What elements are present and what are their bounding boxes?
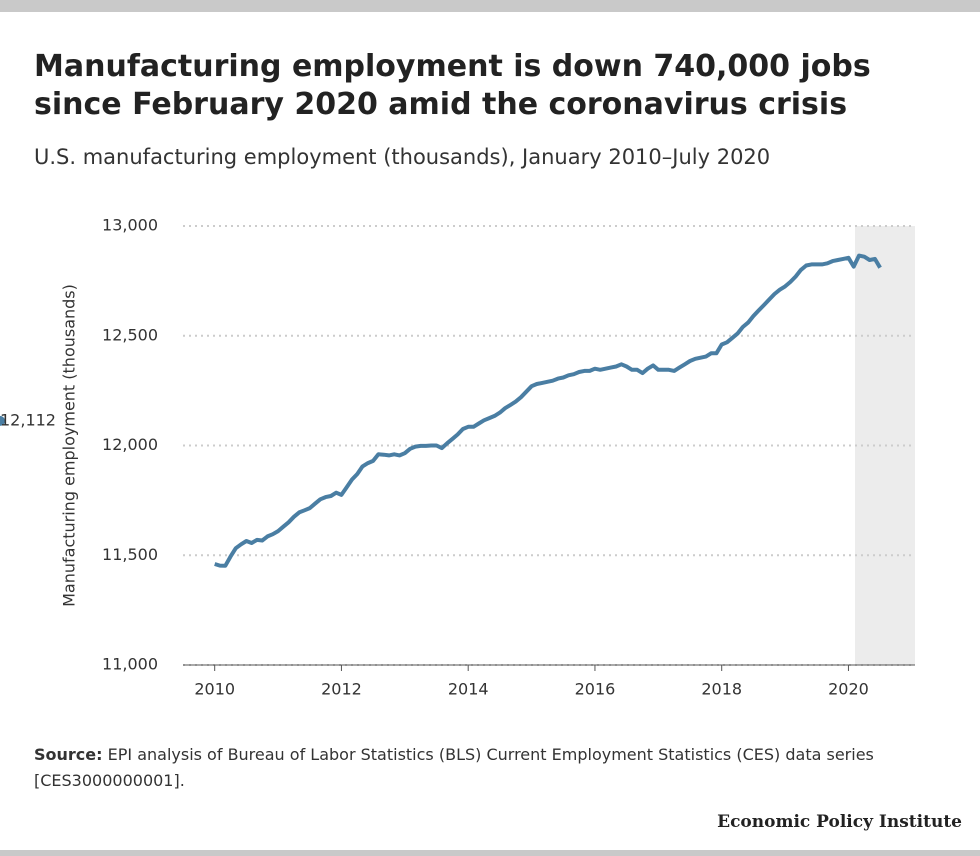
x-tick-label: 2016 — [575, 680, 616, 699]
x-tick-label: 2014 — [448, 680, 489, 699]
source-label: Source: — [34, 745, 103, 764]
chart: 11,000 11,500 12,000 12,500 13,000 2010 2012 20… — [0, 216, 915, 699]
chart-title: Manufacturing employment is down 740,000… — [34, 49, 871, 122]
chart-subtitle: U.S. manufacturing employment (thousands… — [34, 145, 771, 169]
source-text: EPI analysis of Bureau of Labor Statisti… — [34, 745, 874, 790]
y-tick-label: 12,000 — [102, 435, 158, 454]
y-tick-label: 13,000 — [102, 216, 158, 235]
source: Source: EPI analysis of Bureau of Labor … — [34, 742, 934, 794]
value-label: 12,112 — [0, 410, 56, 429]
x-tick-label: 2020 — [828, 680, 869, 699]
y-tick-label: 12,500 — [102, 325, 158, 344]
brand: Economic Policy Institute — [717, 812, 962, 832]
y-tick-label: 11,000 — [102, 655, 158, 674]
y-tick-label: 11,500 — [102, 545, 158, 564]
y-axis-label: Manufacturing employment (thousands) — [60, 284, 79, 607]
top-bar — [0, 0, 980, 12]
x-tick-label: 2018 — [701, 680, 742, 699]
x-tick-label: 2010 — [194, 680, 235, 699]
bottom-bar — [0, 850, 980, 856]
end-point — [0, 415, 5, 426]
x-tick-label: 2012 — [321, 680, 362, 699]
data-line — [214, 253, 882, 568]
